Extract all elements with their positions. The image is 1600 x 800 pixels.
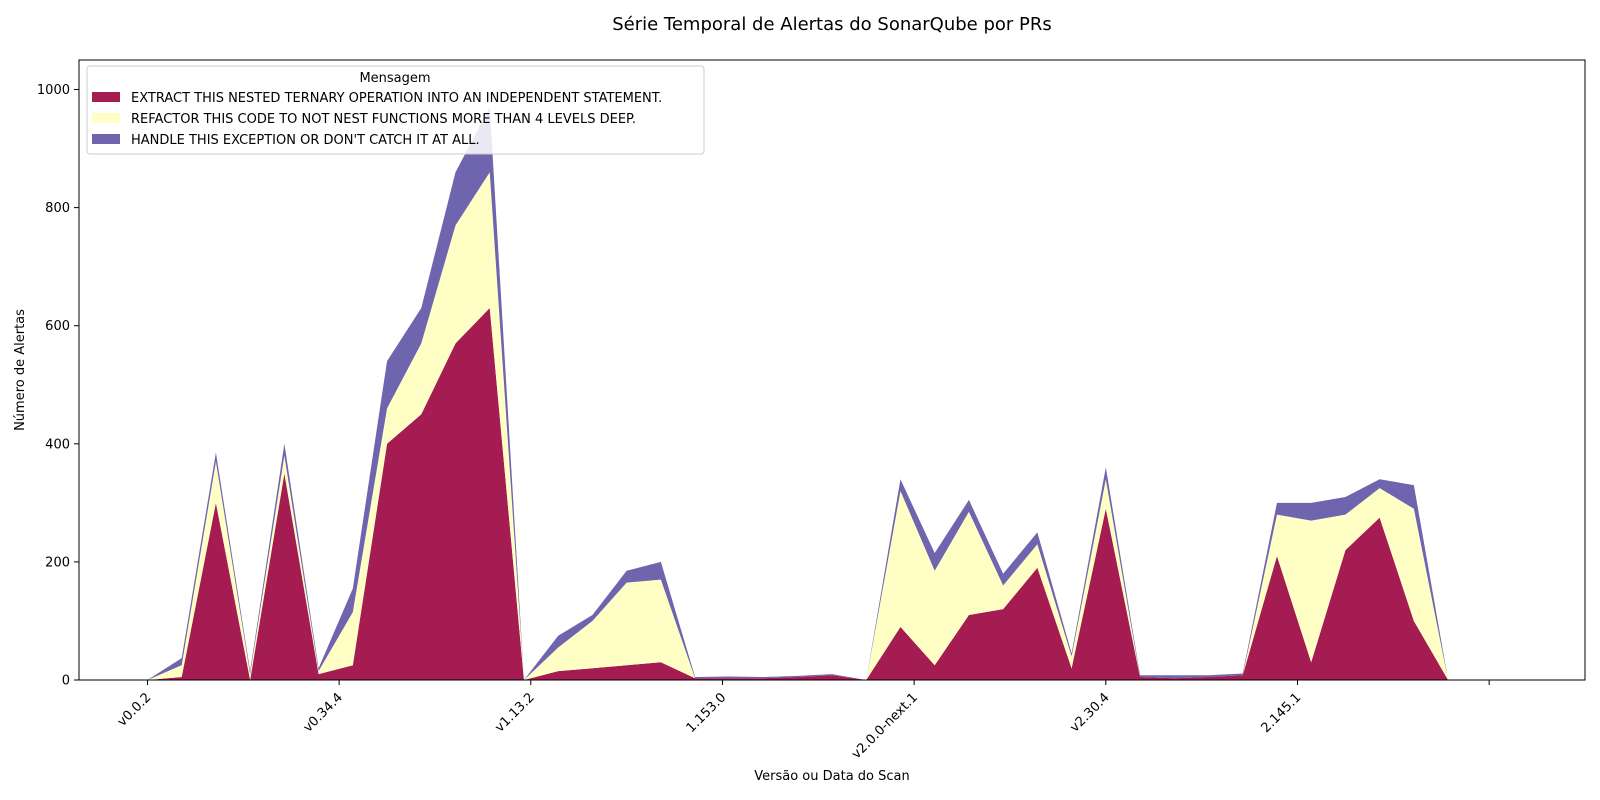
- x-tick-label: v2.30.4: [1067, 690, 1112, 735]
- x-tick-label: v0.0.2: [115, 690, 154, 729]
- y-axis-ticks: 0 200 400 600 800 1000: [37, 83, 79, 689]
- series-area-1: [147, 308, 1517, 680]
- y-tick-label: 400: [45, 437, 70, 452]
- plot-frame: [78, 59, 1586, 681]
- x-axis-label: Versão ou Data do Scan: [754, 769, 910, 784]
- y-tick-label: 200: [45, 555, 70, 570]
- legend-swatch-1: [92, 92, 120, 102]
- legend-title: Mensagem: [359, 71, 430, 86]
- legend-label-3: HANDLE THIS EXCEPTION OR DON'T CATCH IT …: [131, 133, 480, 148]
- legend-box: [86, 65, 705, 155]
- legend-swatch-3: [92, 134, 120, 144]
- x-tick-label: v0.34.4: [301, 690, 346, 735]
- y-tick-label: 800: [45, 201, 70, 216]
- x-tick-label: v1.13.2: [492, 690, 537, 735]
- x-tick-label: 2.145.1: [1259, 690, 1305, 736]
- series-areas: [147, 107, 1517, 680]
- series-area-2: [147, 172, 1517, 680]
- legend-label-2: REFACTOR THIS CODE TO NOT NEST FUNCTIONS…: [131, 112, 636, 127]
- chart-title: Série Temporal de Alertas do SonarQube p…: [612, 14, 1052, 35]
- y-axis-label: Número de Alertas: [13, 309, 28, 431]
- legend: Mensagem EXTRACT THIS NESTED TERNARY OPE…: [86, 65, 705, 155]
- y-tick-label: 1000: [37, 83, 70, 98]
- legend-swatch-2: [92, 113, 120, 123]
- x-axis-ticks: v0.0.2 v0.34.4 v1.13.2 1.153.0 v2.0.0-next.1…: [115, 680, 1490, 762]
- legend-label-1: EXTRACT THIS NESTED TERNARY OPERATION IN…: [131, 91, 662, 106]
- y-tick-label: 0: [62, 674, 70, 689]
- x-tick-label: 1.153.0: [684, 690, 730, 736]
- x-tick-label: v2.0.0-next.1: [849, 690, 921, 762]
- y-tick-label: 600: [45, 319, 70, 334]
